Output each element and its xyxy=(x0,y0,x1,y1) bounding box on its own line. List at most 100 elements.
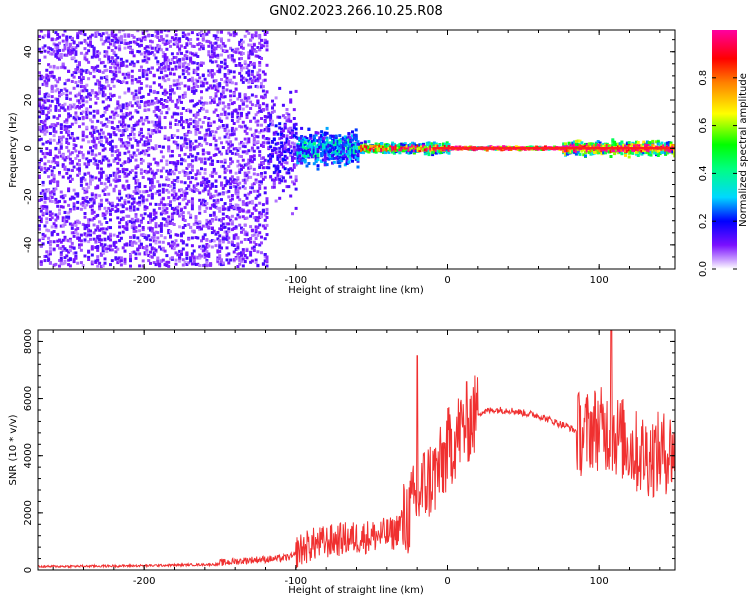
spectrogram-cell xyxy=(130,145,134,149)
spectrogram-cell xyxy=(387,143,391,147)
spectrogram-cell xyxy=(227,69,231,72)
spectrogram-cell xyxy=(98,205,102,209)
spectrogram-cell xyxy=(280,157,284,161)
spectrogram-cell xyxy=(241,215,245,219)
spectrogram-cell xyxy=(218,206,222,210)
spectrogram-cell xyxy=(150,194,154,198)
spectrogram-cell xyxy=(243,93,247,97)
spectrogram-cell xyxy=(345,141,349,145)
spectrogram-cell xyxy=(112,72,116,76)
spectrogram-cell xyxy=(243,217,247,220)
spectrogram-cell xyxy=(143,58,147,62)
spectrogram-cell xyxy=(109,212,112,216)
spectrogram-cell xyxy=(48,250,52,254)
spectrogram-cell xyxy=(41,127,45,131)
spectrogram-cell xyxy=(79,85,83,89)
spectrogram-cell xyxy=(43,95,47,99)
spectrogram-cell xyxy=(422,144,425,148)
spectrogram-cell xyxy=(114,173,118,177)
spectrogram-cell xyxy=(147,52,151,56)
spectrogram-cell xyxy=(263,78,267,82)
spectrogram-cell xyxy=(74,106,78,110)
spectrogram-cell xyxy=(119,64,123,68)
spectrogram-cell xyxy=(109,248,112,252)
spectrogram-cell xyxy=(358,142,362,146)
spectrogram-cell xyxy=(218,175,222,179)
spectrogram-cell xyxy=(189,51,193,55)
spectrogram-cell xyxy=(200,136,203,140)
spectrogram-cell xyxy=(101,264,105,268)
spectrogram-cell xyxy=(165,210,169,214)
spectrogram-cell xyxy=(362,151,365,155)
spectrogram-cell xyxy=(292,182,296,186)
spectrogram-cell xyxy=(427,149,431,153)
spectrogram-cell xyxy=(203,135,207,139)
spectrogram-cell xyxy=(190,79,194,83)
spectrogram-cell xyxy=(68,222,72,226)
spectrogram-cell xyxy=(159,227,163,231)
spectrogram-cell xyxy=(216,38,220,41)
spectrogram-cell xyxy=(223,129,227,132)
spectrogram-cell xyxy=(263,255,267,259)
spectrogram-cell xyxy=(329,155,333,159)
spectrogram-cell xyxy=(292,148,296,152)
spectrogram-cell xyxy=(129,255,132,259)
spectrogram-cell xyxy=(203,263,207,267)
spectrogram-cell xyxy=(334,146,338,150)
spectrogram-cell xyxy=(41,125,45,129)
spectrogram-cell xyxy=(103,50,107,54)
spectrogram-cell xyxy=(38,77,41,81)
spectrogram-cell xyxy=(287,115,291,119)
spectrogram-cell xyxy=(63,66,67,70)
spectrogram-cell xyxy=(316,164,320,168)
spectrogram-cell xyxy=(190,201,194,205)
spectrogram-cell xyxy=(125,174,129,178)
spectrogram-cell xyxy=(67,69,71,73)
spectrogram-cell xyxy=(172,112,176,116)
spectrogram-cell xyxy=(48,47,52,51)
spectrogram-cell xyxy=(54,43,58,47)
spectrogram-cell xyxy=(190,142,194,146)
spectrogram-cell xyxy=(201,47,205,51)
spectrogram-cell xyxy=(156,123,160,127)
spectrogram-cell xyxy=(165,42,169,45)
spectrogram-cell xyxy=(432,150,436,154)
spectrogram-cell xyxy=(79,78,83,82)
spectrogram-cell xyxy=(154,224,158,228)
spectrogram-cell xyxy=(99,87,103,91)
spectrogram-cell xyxy=(236,252,240,256)
spectrogram-cell xyxy=(147,153,151,157)
spectrogram-cell xyxy=(130,91,134,95)
spectrogram-cell xyxy=(218,192,222,196)
spectrogram-cell xyxy=(43,255,47,258)
spectrogram-cell xyxy=(345,146,349,150)
spectrogram-cell xyxy=(240,251,243,255)
spectrogram-cell xyxy=(58,135,61,139)
spectrogram-cell xyxy=(109,140,112,144)
spectrogram-cell xyxy=(156,163,160,167)
spectrogram-cell xyxy=(48,210,52,214)
spectrogram-cell xyxy=(278,150,282,154)
spectrogram-cell xyxy=(105,140,109,144)
spectrogram-cell xyxy=(247,85,251,89)
spectrogram-cell xyxy=(70,105,74,109)
spectrogram-cell xyxy=(278,137,282,141)
spectrogram-cell xyxy=(241,185,245,189)
spectrogram-cell xyxy=(271,106,274,110)
spectrogram-cell xyxy=(145,189,149,193)
spectrogram-cell xyxy=(83,227,87,231)
spectrogram-cell xyxy=(212,229,216,233)
spectrogram-cell xyxy=(92,161,96,165)
spectrogram-cell xyxy=(183,33,187,37)
spectrogram-cell xyxy=(48,132,52,135)
spectrogram-cell xyxy=(294,148,298,152)
spectrogram-cell xyxy=(81,32,85,36)
spectrogram-cell xyxy=(261,30,265,32)
spectrogram-cell xyxy=(221,101,225,105)
spectrogram-cell xyxy=(68,48,72,52)
spectrogram-cell xyxy=(83,53,87,57)
spectrogram-cell xyxy=(236,265,240,268)
spectrogram-cell xyxy=(70,122,74,126)
spectrogram-cell xyxy=(216,30,220,34)
spectrogram-cell xyxy=(65,156,69,160)
